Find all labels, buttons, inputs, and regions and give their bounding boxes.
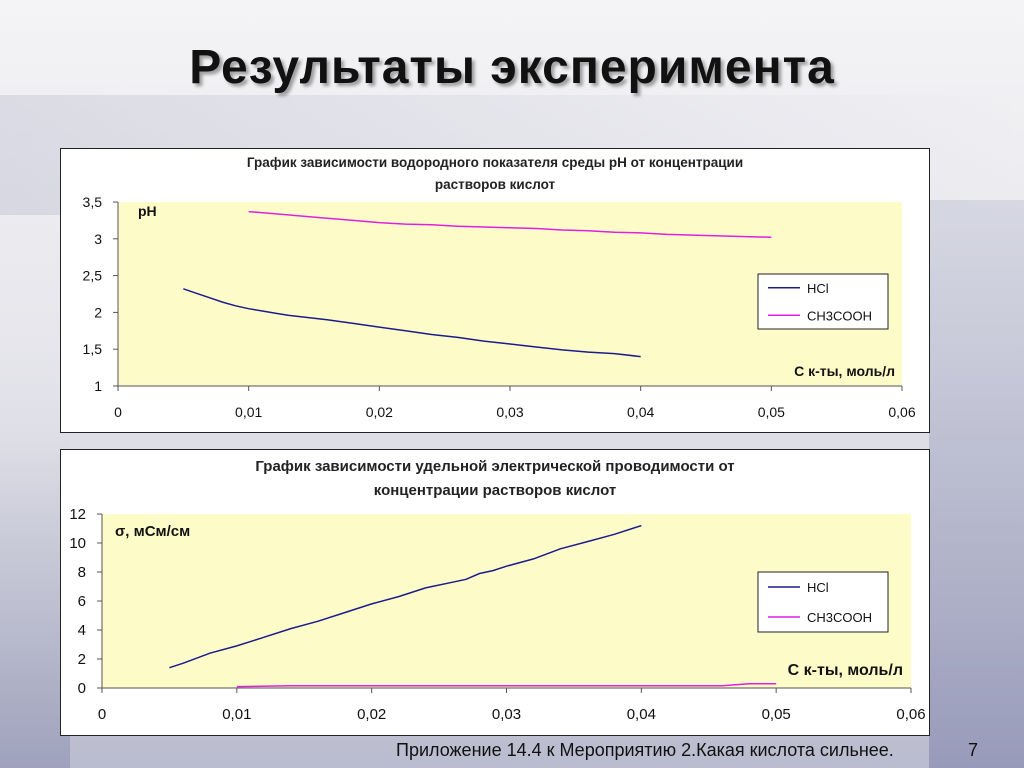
sigma-legend-label-hcl: HCl — [807, 580, 829, 595]
sigma-y-tick-label: 0 — [78, 680, 86, 697]
ph-x-tick-label: 0,06 — [888, 404, 915, 420]
ph-chart-title-line: растворов кислот — [435, 177, 556, 192]
page-title: Результаты эксперимента — [189, 41, 835, 94]
ph-x-tick-label: 0,05 — [758, 404, 785, 420]
background-stripe-left — [0, 430, 70, 768]
ph-x-tick-label: 0,04 — [627, 404, 654, 420]
sigma-y-tick-label: 10 — [69, 535, 86, 552]
sigma-x-axis-label: С к-ты, моль/л — [788, 662, 903, 679]
ph-legend-box — [757, 273, 889, 330]
conductivity-chart-panel: График зависимости удельной электрическо… — [60, 449, 930, 736]
sigma-x-tick-label: 0 — [98, 706, 106, 723]
sigma-y-tick-label: 12 — [69, 506, 86, 523]
ph-x-tick-label: 0,02 — [366, 404, 393, 420]
sigma-y-tick-label: 8 — [78, 564, 86, 581]
sigma-x-tick-label: 0,01 — [222, 706, 251, 723]
sigma-x-tick-label: 0,02 — [357, 706, 386, 723]
ph-y-tick-label: 3,5 — [83, 194, 103, 210]
sigma-y-tick-label: 2 — [78, 651, 86, 668]
sigma-y-axis-label: σ, мСм/см — [115, 523, 190, 540]
sigma-chart-title-line: График зависимости удельной электрическо… — [255, 458, 734, 475]
sigma-chart-title-line: концентрации растворов кислот — [374, 482, 616, 499]
ph-chart: График зависимости водородного показател… — [83, 155, 916, 420]
sigma-x-tick-label: 0,04 — [627, 706, 656, 723]
sigma-y-tick-label: 4 — [78, 622, 86, 639]
page-number: 7 — [968, 740, 979, 760]
ph-chart-title-line: График зависимости водородного показател… — [247, 155, 743, 170]
ph-y-tick-label: 1,5 — [83, 341, 103, 357]
sigma-y-tick-label: 6 — [78, 593, 86, 610]
background-stripe-right — [929, 200, 1024, 768]
footer-text: Приложение 14.4 к Мероприятию 2.Какая ки… — [396, 740, 894, 760]
sigma-series-line-hcl — [169, 524, 642, 669]
ph-series-line-hcl — [183, 288, 641, 358]
ph-y-tick-label: 2 — [94, 304, 102, 320]
ph-legend-label-hcl: HCl — [807, 281, 829, 296]
ph-x-tick-label: 0,03 — [496, 404, 523, 420]
sigma-series-line-ch3cooh — [236, 682, 777, 688]
sigma-x-tick-label: 0,05 — [762, 706, 791, 723]
ph-series-line-ch3cooh — [248, 210, 772, 239]
ph-y-tick-label: 3 — [94, 231, 102, 247]
sigma-x-tick-label: 0,03 — [492, 706, 521, 723]
conductivity-chart: График зависимости удельной электрическо… — [69, 458, 925, 723]
ph-legend-label-ch3cooh: CH3COOH — [807, 308, 872, 323]
ph-x-axis-label: С к-ты, моль/л — [794, 363, 895, 379]
ph-y-axis-label: pH — [138, 203, 157, 219]
sigma-legend-label-ch3cooh: CH3COOH — [807, 610, 872, 625]
ph-y-tick-label: 1 — [94, 378, 102, 394]
ph-x-tick-label: 0 — [114, 404, 122, 420]
ph-x-tick-label: 0,01 — [235, 404, 262, 420]
ph-y-tick-label: 2,5 — [83, 268, 103, 284]
ph-chart-panel: График зависимости водородного показател… — [60, 148, 930, 433]
sigma-x-tick-label: 0,06 — [896, 706, 925, 723]
sigma-legend-box — [757, 571, 889, 633]
